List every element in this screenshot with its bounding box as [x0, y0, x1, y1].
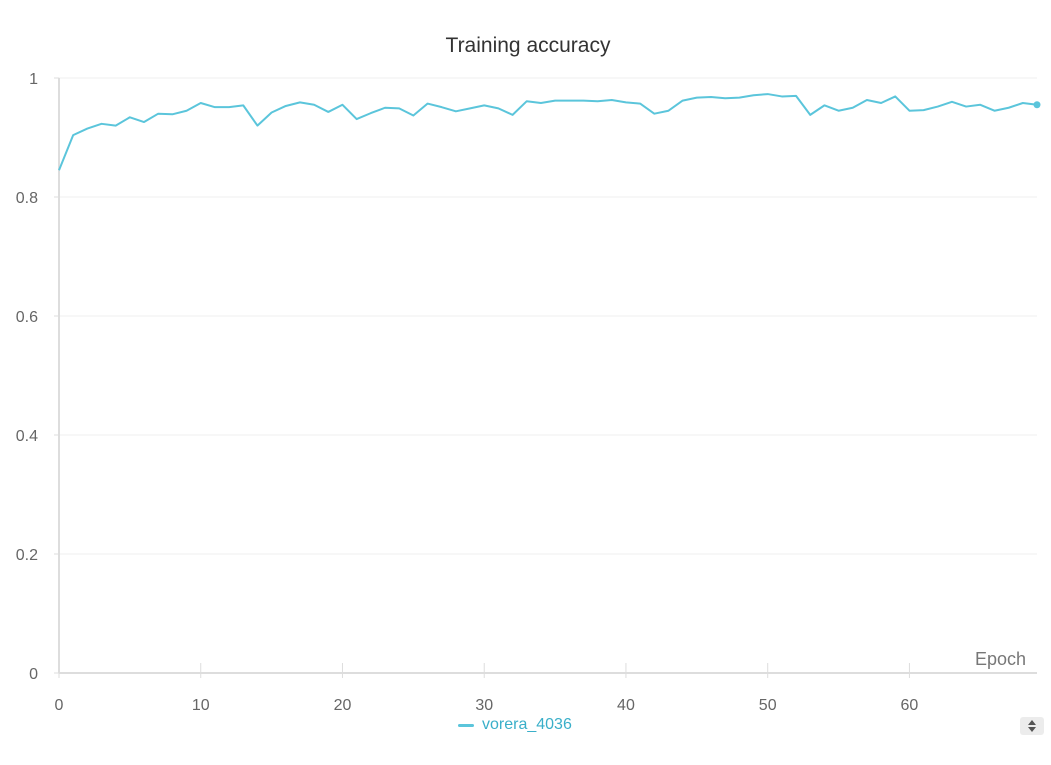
- y-tick-label: 0.4: [16, 428, 38, 445]
- y-tick-label: 0.2: [16, 547, 38, 564]
- y-tick-label: 1: [29, 71, 38, 88]
- x-tick-label: 50: [759, 697, 777, 714]
- legend-item[interactable]: vorera_4036: [458, 716, 572, 734]
- y-tick-label: 0.8: [16, 190, 38, 207]
- x-tick-label: 30: [475, 697, 493, 714]
- series-end-point: [1033, 101, 1041, 109]
- x-tick-label: 60: [901, 697, 919, 714]
- up-down-arrows-icon: [1028, 720, 1036, 732]
- x-tick-label: 40: [617, 697, 635, 714]
- series-line-0: [58, 93, 1038, 171]
- legend-swatch: [458, 723, 474, 727]
- x-tick-label: 0: [55, 697, 64, 714]
- axis-layer: 00.20.40.60.810 10 20 30 40 50 60: [16, 71, 1037, 714]
- series-layer: [58, 93, 1041, 171]
- y-tick-label: 0.6: [16, 309, 38, 326]
- x-axis-label: Epoch: [975, 649, 1026, 669]
- x-tick-label: 20: [334, 697, 352, 714]
- y-tick-label: 0: [29, 666, 38, 683]
- x-tick-label: 10: [192, 697, 210, 714]
- legend-pager-button[interactable]: [1020, 717, 1044, 735]
- legend-series-label: vorera_4036: [482, 716, 572, 733]
- grid-layer: [59, 77, 1037, 555]
- chart-title: Training accuracy: [446, 34, 611, 57]
